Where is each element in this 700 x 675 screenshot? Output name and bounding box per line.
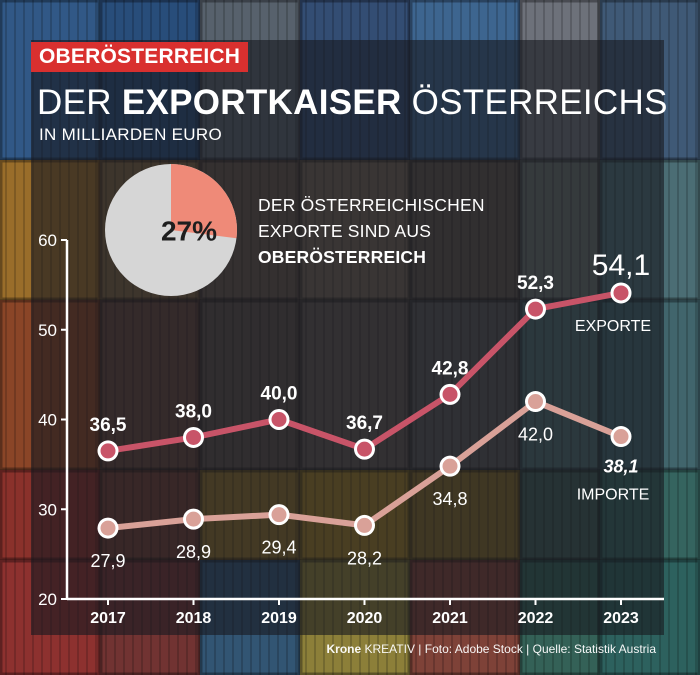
footer-separator: | bbox=[414, 642, 425, 656]
x-tick-label: 2020 bbox=[347, 610, 383, 627]
exports-point bbox=[528, 301, 543, 317]
x-tick-label: 2022 bbox=[518, 610, 554, 627]
y-tick-label: 60 bbox=[38, 231, 57, 250]
share-description: DER ÖSTERREICHISCHEN EXPORTE SIND AUS OB… bbox=[258, 192, 485, 270]
share-line-3: OBERÖSTERREICH bbox=[258, 247, 427, 267]
imports-point bbox=[100, 520, 116, 536]
chart-subtitle: IN MILLIARDEN EURO bbox=[39, 125, 222, 144]
x-tick-label: 2023 bbox=[603, 610, 639, 627]
exports-value-label: 42,8 bbox=[432, 358, 469, 379]
x-tick-label: 2017 bbox=[90, 610, 126, 627]
y-tick-label: 40 bbox=[38, 411, 57, 430]
imports-point bbox=[357, 517, 372, 533]
exports-point bbox=[100, 443, 116, 459]
exports-value-label: 36,7 bbox=[346, 413, 383, 434]
exports-point bbox=[613, 285, 629, 301]
title-bold: EXPORTKAISER bbox=[121, 83, 402, 122]
x-tick-label: 2018 bbox=[176, 610, 212, 627]
exports-value-label: 52,3 bbox=[517, 273, 554, 294]
imports-value-label: 28,9 bbox=[176, 542, 211, 562]
footer-separator-2: | bbox=[522, 642, 533, 656]
exports-value-label: 38,0 bbox=[175, 401, 212, 422]
footer-source: Quelle: Statistik Austria bbox=[532, 642, 656, 656]
footer-photo: Foto: Adobe Stock bbox=[424, 642, 523, 656]
imports-value-label: 34,8 bbox=[432, 489, 467, 509]
exports-value-label: 54,1 bbox=[592, 249, 650, 282]
pie-share-slice bbox=[171, 164, 237, 239]
x-tick-label: 2021 bbox=[432, 610, 468, 627]
region-tag: OBERÖSTERREICH bbox=[31, 42, 249, 72]
imports-value-label: 27,9 bbox=[90, 551, 125, 571]
exports-point bbox=[442, 386, 458, 402]
imports-value-label: 28,2 bbox=[347, 548, 382, 568]
footer-brand: Krone bbox=[326, 642, 362, 656]
share-pie-chart: 27% bbox=[105, 164, 237, 296]
pie-percent-label: 27% bbox=[161, 215, 217, 246]
exports-value-label: 40,0 bbox=[261, 384, 298, 405]
title-suffix: ÖSTERREICHS bbox=[401, 83, 668, 122]
chart-panel bbox=[31, 40, 664, 635]
imports-point bbox=[613, 429, 629, 445]
imports-value-label: 29,4 bbox=[261, 538, 296, 558]
share-line-1: DER ÖSTERREICHISCHEN bbox=[258, 195, 485, 215]
exports-point bbox=[357, 441, 372, 457]
share-line-2: EXPORTE SIND AUS bbox=[258, 221, 432, 241]
y-tick-label: 30 bbox=[38, 500, 57, 519]
x-tick-label: 2019 bbox=[261, 610, 297, 627]
y-tick-label: 20 bbox=[38, 590, 57, 609]
imports-value-label: 38,1 bbox=[603, 457, 638, 477]
imports-series-label: IMPORTE bbox=[577, 487, 650, 504]
y-tick-label: 50 bbox=[38, 321, 57, 340]
footer-brand-rest: KREATIV bbox=[361, 642, 415, 656]
imports-point bbox=[442, 458, 458, 474]
footer-credit: Krone KREATIV | Foto: Adobe Stock | Quel… bbox=[326, 642, 656, 656]
page-title: DER EXPORTKAISER ÖSTERREICHS bbox=[37, 83, 668, 123]
exports-point bbox=[271, 412, 287, 427]
imports-value-label: 42,0 bbox=[518, 425, 553, 445]
imports-point bbox=[271, 507, 287, 523]
exports-series-label: EXPORTE bbox=[575, 318, 651, 335]
imports-point bbox=[528, 394, 543, 410]
imports-point bbox=[186, 511, 201, 527]
title-prefix: DER bbox=[37, 83, 122, 122]
exports-value-label: 36,5 bbox=[90, 415, 127, 436]
exports-point bbox=[186, 429, 201, 445]
